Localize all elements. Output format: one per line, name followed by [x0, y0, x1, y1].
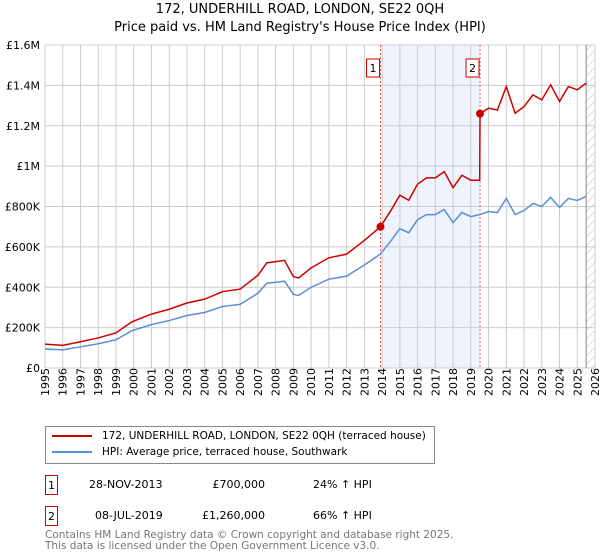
sale-badge [366, 58, 380, 78]
y-tick-label: £1M [17, 160, 41, 173]
transaction-date: 08-JUL-2019 [95, 509, 163, 522]
sale-badge [465, 58, 480, 78]
x-tick-label: 2019 [465, 368, 478, 396]
x-tick-label: 1996 [57, 368, 70, 396]
footer-licence: This data is licensed under the Open Gov… [45, 540, 380, 552]
x-tick-label: 2005 [216, 368, 229, 396]
legend-label: HPI: Average price, terraced house, Sout… [102, 446, 348, 458]
x-tick-label: 2017 [429, 368, 442, 396]
legend-item-hpi: HPI: Average price, terraced house, Sout… [52, 446, 347, 458]
y-tick-label: £400K [5, 281, 41, 294]
sale-badge-label: 2 [469, 62, 476, 75]
x-tick-label: 2007 [252, 368, 265, 396]
x-tick-label: 1998 [92, 368, 105, 396]
price-chart: 1995 1996 1997 1998 1999 2000 2001 2002 2003 2004… [5, 39, 600, 396]
sale-badge-label: 1 [370, 62, 377, 75]
x-tick-label: 2016 [412, 368, 425, 396]
y-tick-label: £1.4M [6, 79, 40, 92]
sale-point [476, 109, 485, 118]
x-tick-label: 2018 [447, 368, 460, 396]
x-tick-label: 2024 [554, 368, 567, 396]
x-tick-label: 1995 [39, 368, 52, 396]
x-tick-label: 2015 [394, 368, 407, 396]
legend-item-property: 172, UNDERHILL ROAD, LONDON, SE22 0QH (t… [52, 430, 426, 442]
x-tick-label: 2012 [341, 368, 354, 396]
x-tick-label: 2011 [323, 368, 336, 396]
property-price-line [44, 82, 587, 347]
x-tick-label: 2000 [128, 368, 141, 396]
chart-subtitle: Price paid vs. HM Land Registry's House … [114, 20, 486, 35]
y-tick-label: £200K [5, 322, 41, 335]
x-tick-label: 2006 [234, 368, 247, 396]
legend-label: 172, UNDERHILL ROAD, LONDON, SE22 0QH (t… [102, 430, 426, 442]
transaction-date: 28-NOV-2013 [89, 478, 163, 491]
legend: 172, UNDERHILL ROAD, LONDON, SE22 0QH (t… [45, 426, 435, 464]
x-tick-label: 2026 [589, 368, 600, 396]
legend-swatch [52, 435, 92, 437]
x-tick-label: 2002 [163, 368, 176, 396]
y-tick-label: £600K [5, 241, 41, 254]
transaction-badge: 1 [45, 475, 58, 495]
x-tick-label: 2008 [270, 368, 283, 396]
x-tick-label: 2004 [199, 368, 212, 396]
transaction-badge: 2 [45, 506, 58, 526]
legend-swatch [52, 451, 92, 453]
x-tick-label: 2014 [376, 368, 389, 396]
y-tick-label: £1.6M [6, 39, 40, 52]
x-tick-label: 2013 [358, 368, 371, 396]
x-tick-label: 2020 [483, 368, 496, 396]
chart-title: 172, UNDERHILL ROAD, LONDON, SE22 0QH [155, 2, 445, 17]
transaction-row: 2 08-JUL-2019 £1,260,000 66% ↑ HPI [45, 506, 445, 526]
x-tick-label: 2021 [500, 368, 513, 396]
x-tick-label: 2022 [518, 368, 531, 396]
transaction-price: £700,000 [212, 478, 266, 491]
y-tick-label: £800K [5, 201, 41, 214]
x-tick-label: 2023 [536, 368, 549, 396]
transaction-hpi: 24% ↑ HPI [313, 478, 372, 491]
x-tick-label: 2010 [305, 368, 318, 396]
x-tick-label: 2025 [571, 368, 584, 396]
footer-copyright: Contains HM Land Registry data © Crown c… [45, 529, 454, 541]
x-tick-label: 1997 [74, 368, 87, 396]
x-tick-label: 2009 [287, 368, 300, 396]
hpi-line [44, 195, 587, 351]
sale-point [376, 222, 385, 231]
footer: Contains HM Land Registry data © Crown c… [45, 530, 453, 552]
transaction-price: £1,260,000 [202, 509, 265, 522]
x-tick-label: 1999 [110, 368, 123, 396]
transaction-hpi: 66% ↑ HPI [313, 509, 372, 522]
y-tick-label: £0 [26, 362, 40, 375]
transaction-row: 1 28-NOV-2013 £700,000 24% ↑ HPI [45, 475, 445, 495]
y-tick-label: £1.2M [6, 120, 40, 133]
x-tick-label: 2001 [145, 368, 158, 396]
x-tick-label: 2003 [181, 368, 194, 396]
